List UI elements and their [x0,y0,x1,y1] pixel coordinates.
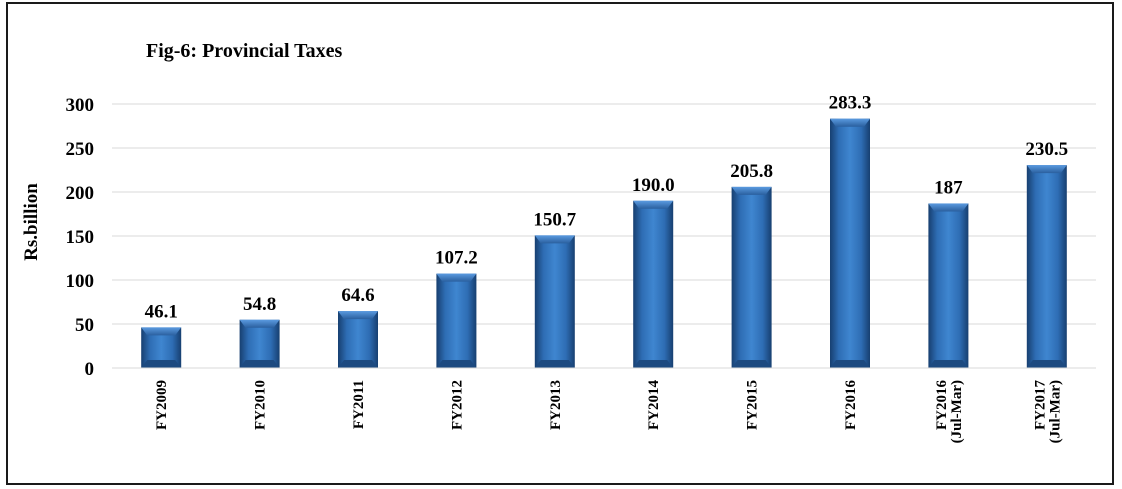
bar-9 [928,203,969,368]
bar-top-bevel [633,200,674,209]
bar-4 [436,273,477,368]
x-tick-label-10-line-2: (Jul-Mar) [1047,380,1063,443]
y-tick-label-300: 300 [66,95,95,116]
x-tick-label-9-line-2: (Jul-Mar) [949,380,965,443]
x-tick-label-2: FY2010 [253,380,269,430]
x-tick-label-6: FY2014 [646,380,662,430]
y-axis-label: Rs.billion [21,183,42,261]
bar-top-bevel [830,118,870,127]
data-label-10: 230.5 [1025,139,1068,160]
bar-bottom-bevel [436,360,477,368]
bar-bottom-bevel [830,360,870,368]
bar-body [534,235,575,368]
bar-body [338,311,378,368]
bar-bottom-bevel [141,360,182,368]
bar-top-bevel [141,327,182,336]
y-tick-label-100: 100 [66,271,95,292]
chart-title: Fig-6: Provincial Taxes [146,40,343,62]
bars [141,118,1067,368]
bar-body [1026,165,1067,368]
bar-bottom-bevel [1026,360,1067,368]
data-label-2: 54.8 [243,294,276,315]
y-tick-label-200: 200 [66,183,95,204]
y-tick-label-250: 250 [66,139,95,160]
bar-top-bevel [534,235,575,244]
y-tick-label-50: 50 [75,315,94,336]
x-tick-label-5: FY2013 [548,380,564,430]
bar-bottom-bevel [928,360,969,368]
bar-bottom-bevel [633,360,674,368]
bar-body [633,200,674,368]
bar-8 [830,118,870,368]
bar-body [731,186,772,368]
bar-7 [731,186,772,368]
x-tick-label-1: FY2009 [154,380,170,430]
x-tick-label-9-line-1: FY2016 [934,380,950,430]
bar-3 [338,311,378,368]
data-label-1: 46.1 [145,301,178,322]
x-tick-label-3: FY2011 [351,380,367,429]
bar-top-bevel [436,273,477,282]
y-tick-label-0: 0 [85,359,95,380]
bar-2 [239,319,280,368]
bar-6 [633,200,674,368]
y-axis-ticks: 0 50 100 150 200 250 300 [66,95,95,380]
bar-top-bevel [338,311,378,320]
bar-bottom-bevel [731,360,772,368]
data-label-6: 190.0 [632,175,675,196]
chart-frame [6,2,1114,485]
data-label-7: 205.8 [730,161,773,182]
data-label-3: 64.6 [341,285,374,306]
data-label-9: 187 [934,177,963,198]
x-tick-label-7: FY2015 [745,380,761,430]
bar-body [830,118,870,368]
bar-body [928,203,969,368]
bar-top-bevel [1026,165,1067,174]
data-label-8: 283.3 [829,93,872,114]
bar-bottom-bevel [239,360,280,368]
bar-body [436,273,477,368]
bar-10 [1026,165,1067,368]
bar-top-bevel [928,203,969,212]
y-tick-label-150: 150 [66,227,95,248]
x-axis-ticks: FY2009 FY2010 FY2011 FY2012 FY2013 FY2014 FY20… [154,380,1063,444]
bar-top-bevel [731,186,772,195]
bar-5 [534,235,575,368]
bar-bottom-bevel [338,360,378,368]
x-tick-label-4: FY2012 [449,380,465,430]
bar-1 [141,327,182,368]
x-tick-label-8: FY2016 [843,380,859,430]
data-label-4: 107.2 [435,248,478,269]
data-label-5: 150.7 [533,209,576,230]
x-tick-label-10-line-1: FY2017 [1032,380,1048,430]
bar-body [239,319,280,368]
bar-top-bevel [239,319,280,328]
data-labels: 46.1 54.8 64.6 107.2 150.7 190.0 205.8 283.3 187… [145,93,1069,323]
bar-bottom-bevel [534,360,575,368]
